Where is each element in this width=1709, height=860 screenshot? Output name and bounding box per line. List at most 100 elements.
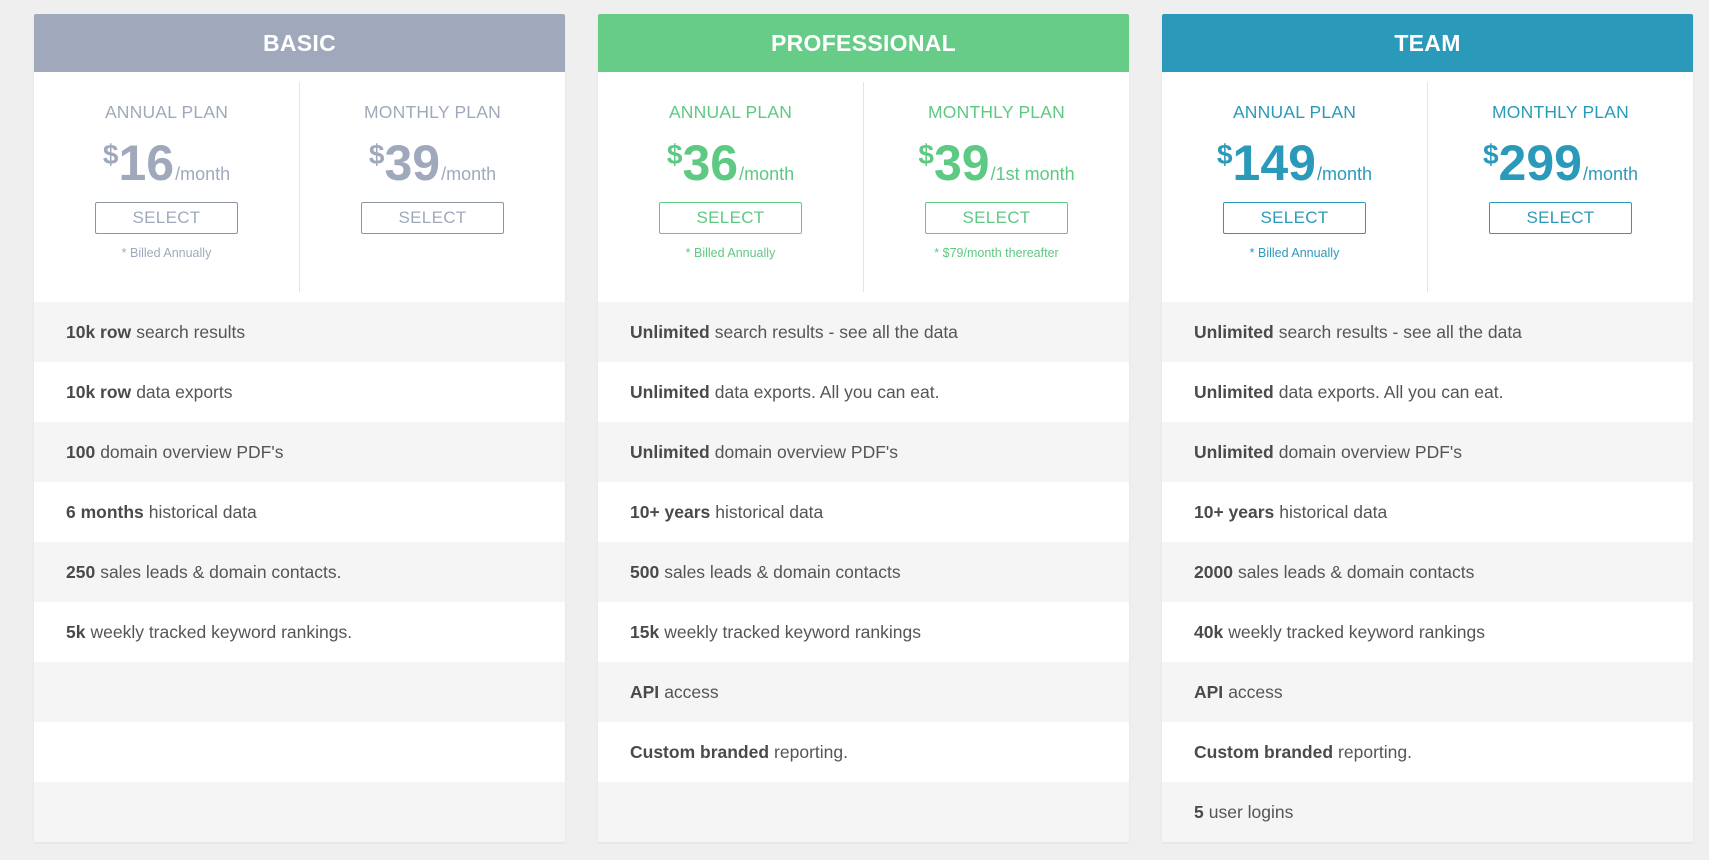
card-title: BASIC: [34, 14, 565, 72]
feature-row-empty: [34, 662, 565, 722]
feature-text: data exports: [136, 381, 233, 402]
currency-symbol: $: [1482, 139, 1499, 170]
billing-note: * Billed Annually: [121, 246, 212, 260]
feature-row-empty: [34, 782, 565, 842]
select-button[interactable]: SELECT: [1223, 202, 1366, 234]
feature-highlight: Custom branded: [1194, 741, 1334, 762]
feature-text: reporting.: [1338, 741, 1412, 762]
feature-text: sales leads & domain contacts: [664, 561, 901, 582]
feature-row: 5k weekly tracked keyword rankings.: [34, 602, 565, 662]
feature-highlight: 500: [630, 561, 660, 582]
feature-text: weekly tracked keyword rankings.: [90, 621, 353, 642]
feature-row: 10+ years historical data: [598, 482, 1129, 542]
feature-row: Custom branded reporting.: [1162, 722, 1693, 782]
currency-symbol: $: [918, 139, 934, 170]
feature-highlight: Custom branded: [630, 741, 770, 762]
card-title: PROFESSIONAL: [598, 14, 1129, 72]
plan-options: ANNUAL PLAN $ 16 /month SELECT * Billed …: [34, 72, 565, 302]
price: $ 149 /month: [1217, 137, 1372, 189]
feature-text: access: [664, 681, 719, 702]
feature-text: historical data: [715, 501, 824, 522]
feature-text: access: [1228, 681, 1283, 702]
card-team: TEAM ANNUAL PLAN $ 149 /month SELECT * B…: [1162, 14, 1693, 842]
feature-row: API access: [1162, 662, 1693, 722]
price-period: /month: [175, 164, 231, 184]
price-amount: 36: [682, 135, 739, 191]
feature-row: Custom branded reporting.: [598, 722, 1129, 782]
price-amount: 39: [384, 135, 441, 191]
monthly-plan: MONTHLY PLAN $ 39 /1st month SELECT * $7…: [864, 82, 1129, 292]
currency-symbol: $: [666, 139, 683, 170]
price: $ 39 /month: [369, 137, 496, 189]
plan-title: MONTHLY PLAN: [1492, 102, 1629, 122]
feature-text: reporting.: [774, 741, 848, 762]
feature-text: user logins: [1208, 801, 1294, 822]
feature-row-empty: [598, 782, 1129, 842]
feature-row: 2000 sales leads & domain contacts: [1162, 542, 1693, 602]
price: $ 299 /month: [1483, 137, 1638, 189]
feature-row: 10+ years historical data: [1162, 482, 1693, 542]
feature-highlight: 10+ years: [1194, 501, 1275, 522]
plan-title: ANNUAL PLAN: [104, 102, 229, 122]
plan-options: ANNUAL PLAN $ 149 /month SELECT * Billed…: [1162, 72, 1693, 302]
card-basic: BASIC ANNUAL PLAN $ 16 /month SELECT * B…: [34, 14, 565, 842]
feature-text: data exports. All you can eat.: [714, 381, 940, 402]
feature-highlight: Unlimited: [630, 381, 710, 402]
feature-highlight: 5k: [66, 621, 86, 642]
monthly-plan: MONTHLY PLAN $ 39 /month SELECT: [300, 82, 565, 292]
select-button[interactable]: SELECT: [925, 202, 1068, 234]
feature-highlight: Unlimited: [630, 441, 710, 462]
select-button[interactable]: SELECT: [659, 202, 802, 234]
feature-text: search results - see all the data: [714, 321, 958, 342]
feature-row: 15k weekly tracked keyword rankings: [598, 602, 1129, 662]
feature-row-empty: [34, 722, 565, 782]
currency-symbol: $: [1216, 139, 1233, 170]
feature-highlight: Unlimited: [1194, 441, 1274, 462]
price-amount: 39: [933, 135, 990, 191]
feature-text: search results: [136, 321, 246, 342]
annual-plan: ANNUAL PLAN $ 16 /month SELECT * Billed …: [34, 82, 300, 292]
feature-row: 250 sales leads & domain contacts.: [34, 542, 565, 602]
feature-highlight: 5: [1194, 801, 1204, 822]
plan-options: ANNUAL PLAN $ 36 /month SELECT * Billed …: [598, 72, 1129, 302]
plan-title: ANNUAL PLAN: [668, 102, 793, 122]
monthly-plan: MONTHLY PLAN $ 299 /month SELECT: [1428, 82, 1693, 292]
annual-plan: ANNUAL PLAN $ 36 /month SELECT * Billed …: [598, 82, 864, 292]
feature-highlight: 10+ years: [630, 501, 711, 522]
feature-highlight: API: [1194, 681, 1224, 702]
price-amount: 299: [1498, 135, 1582, 191]
price-period: /month: [441, 164, 497, 184]
price-period: /month: [1582, 164, 1639, 184]
select-button[interactable]: SELECT: [95, 202, 238, 234]
feature-highlight: 40k: [1194, 621, 1224, 642]
price: $ 16 /month: [103, 137, 230, 189]
feature-list: 10k row search results 10k row data export…: [34, 302, 565, 842]
feature-text: historical data: [1279, 501, 1388, 522]
currency-symbol: $: [368, 139, 385, 170]
feature-highlight: Unlimited: [1194, 321, 1274, 342]
feature-text: sales leads & domain contacts: [1237, 561, 1475, 582]
feature-text: sales leads & domain contacts.: [100, 561, 342, 582]
feature-highlight: 15k: [630, 621, 660, 642]
select-button[interactable]: SELECT: [1489, 202, 1632, 234]
feature-row: Unlimited domain overview PDF's: [598, 422, 1129, 482]
feature-row: Unlimited search results - see all the da…: [1162, 302, 1693, 362]
feature-text: search results - see all the data: [1278, 321, 1522, 342]
feature-row: 6 months historical data: [34, 482, 565, 542]
feature-highlight: 6 months: [66, 501, 144, 522]
plan-title: ANNUAL PLAN: [1232, 102, 1357, 122]
price-period: /month: [739, 164, 795, 184]
feature-row: 500 sales leads & domain contacts: [598, 542, 1129, 602]
feature-text: historical data: [148, 501, 257, 522]
feature-row: API access: [598, 662, 1129, 722]
feature-row: Unlimited data exports. All you can eat.: [598, 362, 1129, 422]
plan-title: MONTHLY PLAN: [928, 102, 1065, 122]
feature-highlight: 250: [66, 561, 96, 582]
billing-note: * Billed Annually: [685, 246, 776, 260]
feature-text: weekly tracked keyword rankings: [664, 621, 921, 642]
feature-highlight: 10k row: [66, 321, 132, 342]
select-button[interactable]: SELECT: [361, 202, 504, 234]
card-professional: PROFESSIONAL ANNUAL PLAN $ 36 /month SEL…: [598, 14, 1129, 842]
pricing-table: BASIC ANNUAL PLAN $ 16 /month SELECT * B…: [34, 14, 1693, 842]
feature-highlight: 100: [66, 441, 96, 462]
